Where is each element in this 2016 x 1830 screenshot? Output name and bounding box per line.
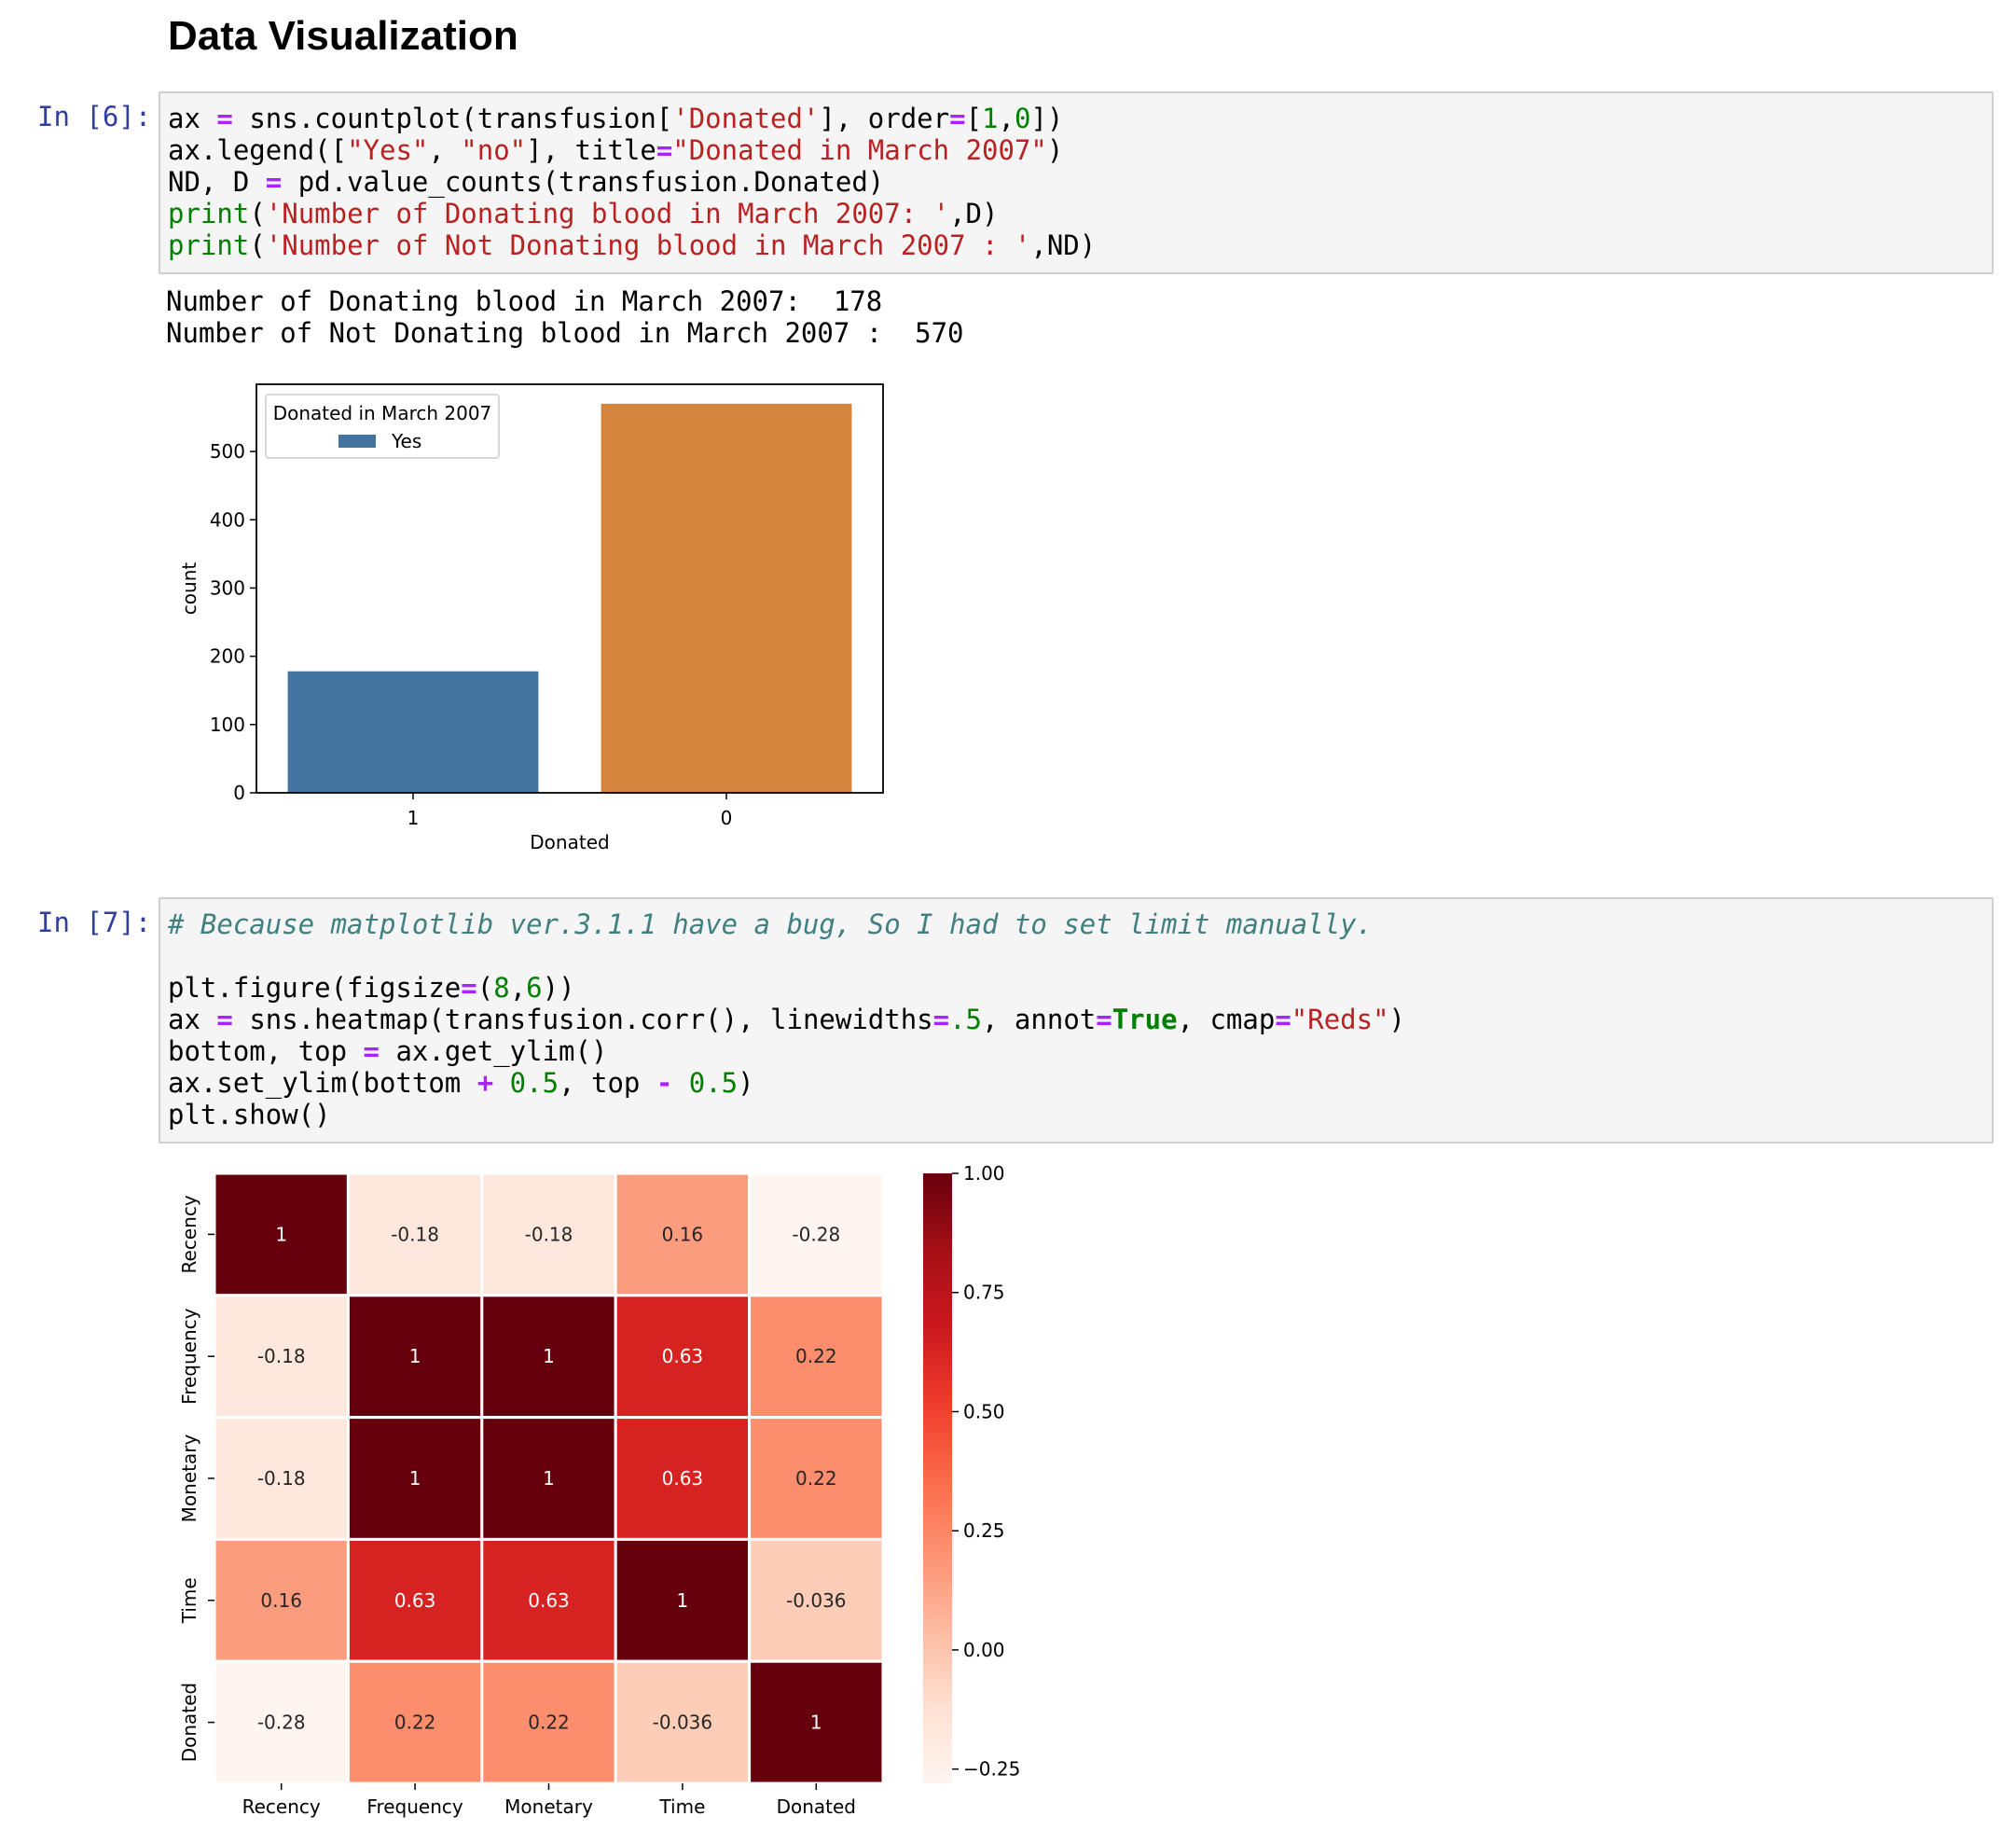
code-line: print('Number of Not Donating blood in M… [168, 229, 1097, 261]
y-tick-label: 300 [210, 576, 245, 599]
cell-annotation: -0.036 [786, 1589, 846, 1612]
y-tick-label: 200 [210, 645, 245, 668]
colorbar-tick-label: 0.50 [963, 1400, 1005, 1422]
y-tick-label: 400 [210, 508, 245, 531]
legend-swatch [338, 435, 376, 448]
code-comment: # Because matplotlib ver.3.1.1 have a bu… [168, 908, 1374, 940]
colorbar-tick-label: 1.00 [963, 1162, 1005, 1185]
heatmap-cell [614, 1659, 752, 1785]
heatmap-cell [213, 1294, 350, 1420]
cell-annotation: 0.63 [662, 1345, 704, 1367]
cell-annotation: 0.63 [394, 1589, 436, 1612]
cell-annotation: 0.22 [394, 1712, 436, 1734]
code-line: ax.set_ylim(bottom + 0.5, top - 0.5) [168, 1067, 754, 1099]
heatmap-cell [748, 1294, 885, 1420]
code-line: bottom, top = ax.get_ylim() [168, 1035, 608, 1067]
heatmap-cell [213, 1537, 350, 1663]
heatmap-cell [748, 1537, 885, 1663]
bar-1 [287, 671, 539, 793]
cell-annotation: -0.18 [525, 1223, 573, 1245]
heatmap-cell [480, 1537, 617, 1663]
cell-annotation: 0.22 [795, 1345, 837, 1367]
cell-annotation: 0.22 [528, 1712, 570, 1734]
code-line: ND, D = pd.value_counts(transfusion.Dona… [168, 166, 885, 198]
code-cell-6[interactable]: ax = sns.countplot(transfusion['Donated'… [159, 91, 1994, 274]
plot-frame [255, 383, 884, 794]
code-line: ax = sns.heatmap(transfusion.corr(), lin… [168, 1004, 1406, 1035]
cell-annotation: 1 [543, 1467, 555, 1490]
y-tick-label: 100 [210, 714, 245, 736]
x-tick-label: 0 [721, 807, 733, 829]
row-label: Donated [178, 1683, 200, 1762]
cell-prompt-7: In [7]: [37, 907, 152, 938]
code-cell-7[interactable]: # Because matplotlib ver.3.1.1 have a bu… [159, 897, 1994, 1144]
legend-entry: Yes [391, 430, 421, 452]
code-line: ax.legend(["Yes", "no"], title="Donated … [168, 134, 1064, 166]
heatmap-cell [346, 1659, 484, 1785]
cell-annotation: 0.16 [260, 1589, 302, 1612]
cell-annotation: 1 [409, 1467, 421, 1490]
cell-annotation: 1 [543, 1345, 555, 1367]
cell-annotation: 1 [409, 1345, 421, 1367]
cell-annotation: 0.16 [662, 1223, 704, 1245]
row-label: Time [178, 1577, 200, 1624]
section-heading: Data Visualization [168, 13, 518, 59]
cell-annotation: 0.22 [795, 1467, 837, 1490]
heatmap-cell [614, 1416, 752, 1541]
stdout-line: Number of Donating blood in March 2007: … [166, 285, 883, 317]
heatmap-cell [346, 1537, 484, 1663]
colorbar-tick-label: −0.25 [963, 1758, 1020, 1781]
colorbar-tick-label: 0.25 [963, 1519, 1005, 1542]
legend-box [265, 394, 500, 459]
legend-title: Donated in March 2007 [273, 402, 492, 424]
column-label: Recency [242, 1795, 321, 1818]
column-label: Frequency [366, 1795, 463, 1818]
cell-annotation: -0.18 [257, 1467, 306, 1490]
heatmap-cell [614, 1537, 752, 1663]
colorbar-tick-label: 0.00 [963, 1639, 1005, 1661]
stdout-line: Number of Not Donating blood in March 20… [166, 317, 964, 349]
row-label: Monetary [178, 1435, 200, 1523]
heatmap-cell [346, 1294, 484, 1420]
row-label: Frequency [178, 1308, 200, 1404]
colorbar [923, 1173, 952, 1783]
y-axis-label: count [178, 562, 200, 616]
y-tick-label: 500 [210, 440, 245, 463]
code-line: print('Number of Donating blood in March… [168, 198, 999, 229]
code-line: ax = sns.countplot(transfusion['Donated'… [168, 103, 1064, 134]
cell-annotation: -0.18 [257, 1345, 306, 1367]
correlation-heatmap: 1 -0.18 -0.18 0.16 -0.28 -0.18 1 1 0.63 0.22 -0.18… [178, 1162, 1020, 1818]
code-line: plt.figure(figsize=(8,6)) [168, 972, 575, 1004]
cell-annotation: 1 [810, 1712, 822, 1734]
code-line: plt.show() [168, 1099, 331, 1130]
cell-annotation: 0.63 [528, 1589, 570, 1612]
cell-prompt-6: In [6]: [37, 101, 152, 132]
heatmap-cell [748, 1171, 885, 1297]
row-label: Recency [178, 1195, 200, 1273]
x-axis-label: Donated [530, 831, 609, 853]
heatmap-cell [480, 1416, 617, 1541]
cell-annotation: 0.63 [662, 1467, 704, 1490]
cell-annotation: -0.28 [792, 1223, 840, 1245]
y-tick-label: 0 [233, 782, 245, 804]
cell-annotation: -0.28 [257, 1712, 306, 1734]
bar-0 [601, 403, 852, 793]
column-label: Donated [777, 1795, 856, 1818]
cell-annotation: -0.18 [391, 1223, 439, 1245]
column-label: Time [658, 1795, 705, 1818]
heatmap-cell [748, 1416, 885, 1541]
cell-annotation: 1 [677, 1589, 689, 1612]
column-label: Monetary [504, 1795, 593, 1818]
colorbar-tick-label: 0.75 [963, 1282, 1005, 1304]
cell-annotation: -0.036 [653, 1712, 712, 1734]
heatmap-cell [748, 1659, 885, 1785]
cell-annotation: 1 [275, 1223, 287, 1245]
x-tick-label: 1 [407, 807, 420, 829]
